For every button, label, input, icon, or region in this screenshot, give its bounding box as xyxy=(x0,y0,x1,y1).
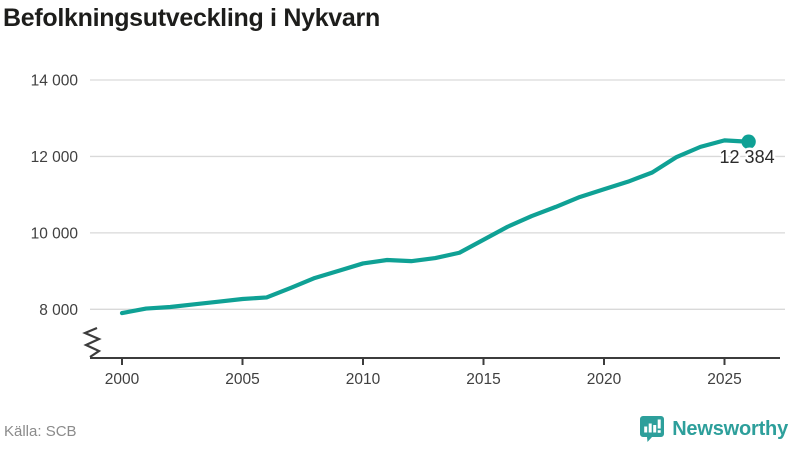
newsworthy-wordmark: Newsworthy xyxy=(672,417,788,440)
newsworthy-logo-icon xyxy=(640,416,665,442)
x-tick-label: 2025 xyxy=(707,371,741,388)
chart-title: Befolkningsutveckling i Nykvarn xyxy=(3,4,380,32)
logo-bars-glyph xyxy=(644,419,661,433)
x-tick-label: 2020 xyxy=(587,371,622,388)
newsworthy-logo[interactable]: Newsworthy xyxy=(639,415,788,443)
y-tick-label: 14 000 xyxy=(31,73,79,90)
x-tick-label: 2005 xyxy=(225,371,259,388)
latest-value-label: 12 384 xyxy=(720,147,775,167)
population-line xyxy=(119,138,751,316)
axis-break-icon xyxy=(82,326,102,358)
x-tick-label: 2015 xyxy=(466,371,500,388)
source-credit: Källa: SCB xyxy=(4,423,77,440)
y-tick-label: 12 000 xyxy=(31,149,79,166)
latest-point-marker xyxy=(741,134,756,149)
y-tick-label: 10 000 xyxy=(31,225,79,242)
x-tick-label: 2000 xyxy=(105,371,140,388)
x-tick-label: 2010 xyxy=(346,371,381,388)
y-tick-label: 8 000 xyxy=(39,302,78,319)
